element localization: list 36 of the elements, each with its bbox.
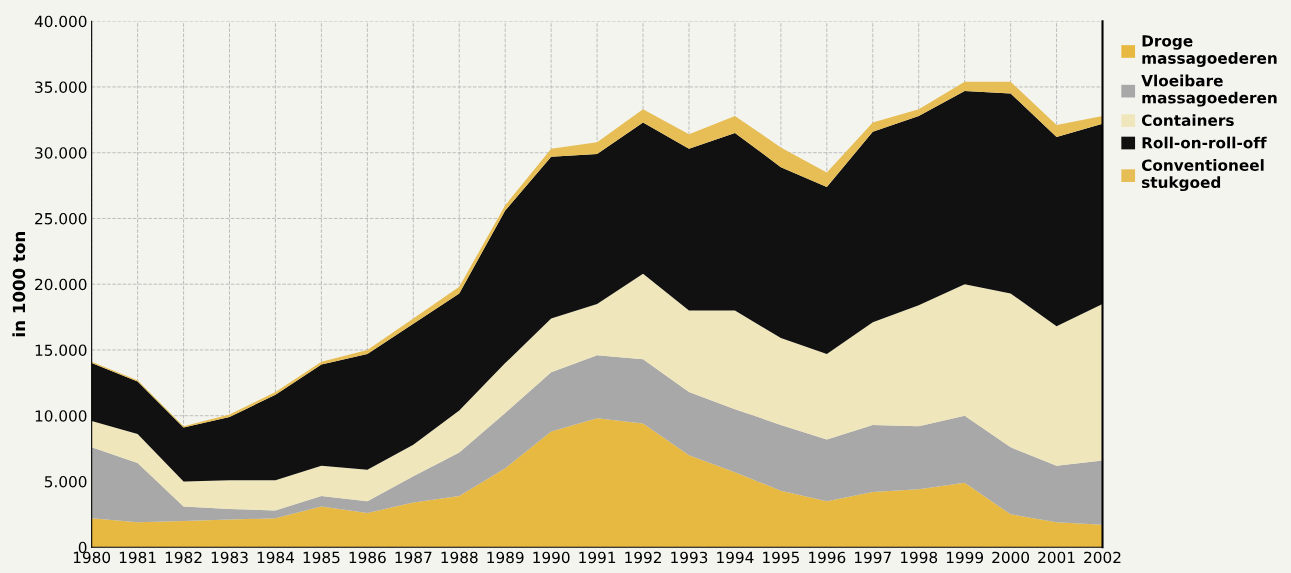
x-tick-label: 1991 bbox=[579, 551, 616, 564]
x-tick-label: 1997 bbox=[855, 551, 891, 564]
y-tick-label: 20.000 bbox=[35, 278, 87, 291]
x-tick-label: 1998 bbox=[900, 551, 938, 564]
y-tick-label: 25.000 bbox=[35, 212, 87, 225]
x-tick-label: 1989 bbox=[487, 551, 524, 564]
y-tick-label: 10.000 bbox=[35, 410, 87, 422]
y-tick-label: 30.000 bbox=[35, 147, 87, 159]
x-tick-label: 1982 bbox=[165, 551, 202, 564]
legend-label: Roll-on-roll-off bbox=[1142, 136, 1267, 149]
y-tick-label: 5.000 bbox=[44, 475, 87, 488]
x-tick-label: 1981 bbox=[119, 551, 156, 564]
x-tick-label: 2000 bbox=[992, 551, 1030, 564]
x-tick-label: 1994 bbox=[717, 551, 754, 564]
legend-label: Conventioneel stukgoed bbox=[1141, 159, 1264, 192]
x-tick-label: 2001 bbox=[1038, 551, 1075, 564]
legend-label: Droge massagoederen bbox=[1142, 35, 1277, 67]
legend-label: Containers bbox=[1141, 114, 1234, 127]
y-tick-label: 40.000 bbox=[34, 15, 87, 28]
y-tick-label: 15.000 bbox=[35, 344, 87, 356]
x-tick-label: 1995 bbox=[763, 551, 799, 564]
x-tick-label: 1986 bbox=[349, 551, 386, 564]
x-tick-label: 1988 bbox=[441, 551, 478, 564]
x-tick-label: 1993 bbox=[671, 551, 708, 564]
x-tick-label: 1996 bbox=[809, 551, 846, 564]
x-tick-label: 1992 bbox=[625, 551, 661, 564]
x-tick-label: 1987 bbox=[395, 551, 432, 564]
x-tick-label: 1984 bbox=[257, 551, 295, 564]
y-tick-label: 35.000 bbox=[35, 81, 87, 93]
x-tick-label: 1985 bbox=[303, 551, 340, 564]
x-tick-label: 1990 bbox=[533, 551, 570, 564]
x-tick-label: 2002 bbox=[1084, 551, 1121, 564]
x-tick-label: 1983 bbox=[211, 551, 248, 564]
x-tick-label: 1999 bbox=[946, 551, 984, 564]
y-axis-title: in 1000 ton bbox=[12, 232, 26, 337]
legend-label: Vloeibare massagoederen bbox=[1141, 74, 1277, 107]
